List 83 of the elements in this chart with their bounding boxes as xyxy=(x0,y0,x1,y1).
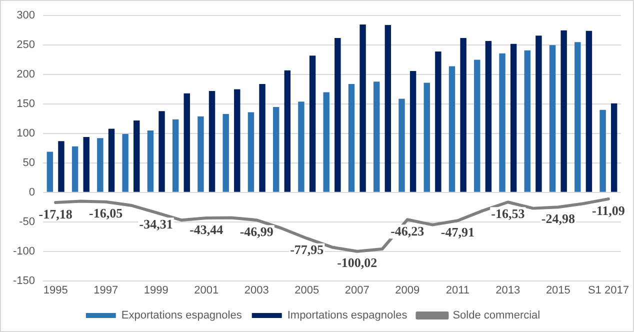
data-label: -11,09 xyxy=(592,202,626,218)
data-label: -100,02 xyxy=(337,255,378,270)
data-label: -34,31 xyxy=(139,216,173,232)
bar xyxy=(309,56,316,192)
bar xyxy=(485,40,492,192)
data-label: -24,98 xyxy=(541,210,576,226)
x-tick-label: 2007 xyxy=(344,284,370,296)
bar xyxy=(234,89,240,192)
bar xyxy=(510,44,517,192)
y-tick-label: 50 xyxy=(22,156,36,169)
bar xyxy=(334,38,341,192)
bar xyxy=(360,24,366,192)
y-tick-label: -100 xyxy=(12,245,36,258)
bar xyxy=(536,36,542,192)
bar xyxy=(574,42,581,192)
bar xyxy=(97,138,104,192)
bar xyxy=(374,82,380,192)
bar xyxy=(348,84,355,192)
bar xyxy=(58,141,64,192)
bar xyxy=(272,106,280,192)
bar xyxy=(184,93,190,192)
bar xyxy=(122,134,128,192)
bar xyxy=(259,84,266,192)
bar xyxy=(158,111,165,192)
data-label: -17,18 xyxy=(38,206,73,222)
legend-label: Solde commercial xyxy=(452,310,540,322)
legend-label: Importations espagnoles xyxy=(287,310,408,322)
data-label: -16,53 xyxy=(491,206,526,221)
bar xyxy=(474,60,480,192)
y-tick-label: 0 xyxy=(28,186,36,198)
bar xyxy=(448,66,456,192)
bar xyxy=(198,116,204,192)
bar xyxy=(284,70,291,192)
x-tick-label: 2003 xyxy=(244,284,269,296)
y-tick-label: 150 xyxy=(16,98,36,110)
bar xyxy=(610,103,618,192)
x-tick-label: 2005 xyxy=(294,284,320,296)
x-tick-label: 1995 xyxy=(43,284,68,296)
data-label: -47,91 xyxy=(440,224,474,240)
bar xyxy=(560,30,567,192)
x-tick-label: S1 2017 xyxy=(588,284,629,296)
data-label: -77,95 xyxy=(290,242,324,258)
y-tick-label: 250 xyxy=(16,39,36,52)
bar xyxy=(134,120,140,192)
y-tick-label: 100 xyxy=(16,128,36,140)
bar xyxy=(398,98,405,192)
bar xyxy=(147,130,154,192)
x-tick-label: 2011 xyxy=(446,284,470,296)
legend-label: Exportations espagnoles xyxy=(121,310,242,322)
bar xyxy=(435,52,442,192)
bar xyxy=(549,45,556,192)
bar xyxy=(384,25,392,192)
x-tick-label: 2013 xyxy=(496,284,520,296)
bar xyxy=(46,152,54,192)
bar xyxy=(248,112,254,192)
x-tick-label: 1999 xyxy=(144,284,168,296)
data-label: -46,23 xyxy=(390,224,425,239)
data-label: -43,44 xyxy=(190,222,224,237)
data-label: -16,05 xyxy=(89,206,124,221)
bar xyxy=(222,114,229,192)
x-tick-label: 2015 xyxy=(546,284,570,296)
bar xyxy=(424,82,430,192)
y-tick-label: -50 xyxy=(19,216,36,228)
bar xyxy=(172,119,179,192)
y-tick-label: 300 xyxy=(16,10,36,22)
bar xyxy=(410,71,416,192)
bar xyxy=(460,38,466,192)
bar xyxy=(83,137,90,192)
bar xyxy=(298,102,304,192)
y-tick-label: 200 xyxy=(16,68,36,81)
bar xyxy=(600,110,606,192)
x-tick-label: 1997 xyxy=(94,284,118,296)
bar xyxy=(524,50,530,192)
bar xyxy=(499,53,506,192)
x-tick-label: 2001 xyxy=(194,284,219,296)
y-tick-label: -150 xyxy=(12,274,36,287)
bar xyxy=(108,128,115,192)
bar xyxy=(586,30,592,192)
bar xyxy=(208,91,216,192)
bar xyxy=(72,146,78,192)
data-label: -46,99 xyxy=(240,224,274,239)
bar xyxy=(323,92,330,192)
x-tick-label: 2009 xyxy=(395,284,420,296)
